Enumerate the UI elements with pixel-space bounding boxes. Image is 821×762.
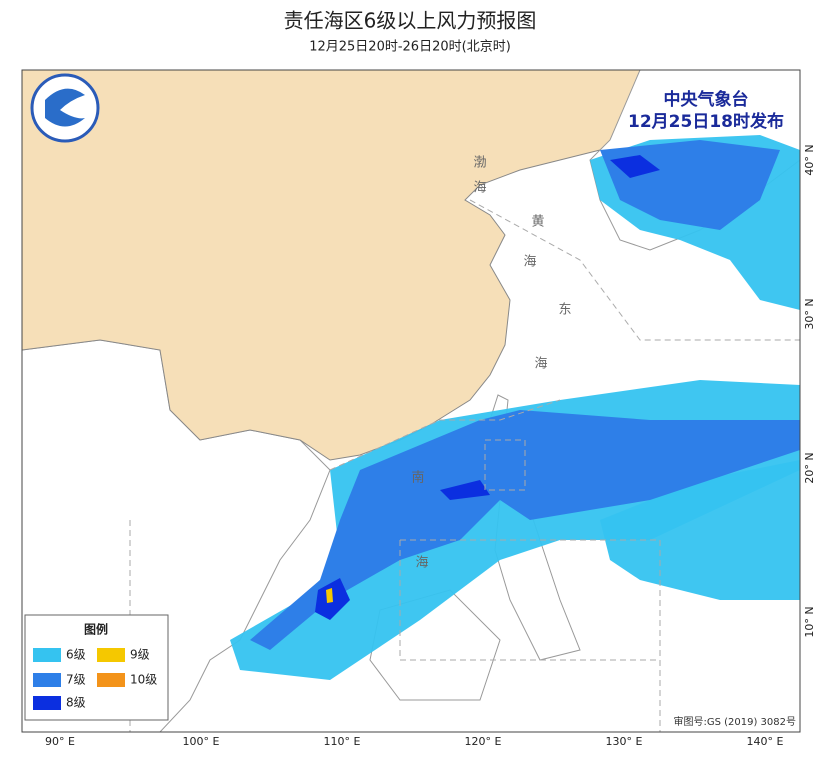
latitude-label: 30° N <box>803 298 816 329</box>
legend-swatch <box>33 673 61 687</box>
wind-area <box>600 460 800 600</box>
wind-area <box>610 155 660 178</box>
longitude-label: 110° E <box>324 735 361 748</box>
latitude-label: 20° N <box>803 452 816 483</box>
land-china <box>22 70 646 461</box>
legend-label: 7级 <box>66 673 86 687</box>
legend: 图例 6级 7级 8级 9级 10级 <box>24 614 169 721</box>
latitude-labels: 10° N 20° N 30° N 40° N <box>803 144 816 637</box>
longitude-label: 120° E <box>465 735 502 748</box>
legend-label: 8级 <box>66 696 86 710</box>
sea-label: 海 <box>523 255 536 270</box>
sea-label: 海 <box>415 556 428 571</box>
approval-number: 审图号:GS (2019) 3082号 <box>673 715 796 728</box>
wind-area <box>250 410 800 650</box>
sea-label: 南 <box>411 470 424 486</box>
latitude-label: 40° N <box>803 144 816 175</box>
legend-swatch <box>97 673 125 687</box>
map-frame <box>21 69 801 733</box>
legend-title: 图例 <box>84 622 108 637</box>
issuer-name: 中央气象台 <box>664 89 749 110</box>
issue-time: 12月25日18时发布 <box>628 111 784 132</box>
longitude-labels: 90° E 100° E 110° E 120° E 130° E 140° E <box>45 735 783 748</box>
map <box>22 70 800 732</box>
longitude-label: 100° E <box>183 735 220 748</box>
sea-label: 海 <box>534 357 547 372</box>
latitude-label: 10° N <box>803 606 816 637</box>
legend-swatch <box>33 696 61 710</box>
subtitle: 12月25日20时-26日20时(北京时) <box>309 40 511 55</box>
legend-label: 6级 <box>66 648 86 662</box>
legend-label: 10级 <box>130 673 157 687</box>
sea-label: 黄 <box>531 215 544 230</box>
wind-area <box>326 588 333 603</box>
legend-swatch <box>33 648 61 662</box>
title: 责任海区6级以上风力预报图 <box>284 9 537 33</box>
sea-label: 海 <box>473 181 486 196</box>
legend-label: 9级 <box>130 648 150 662</box>
wind-area <box>440 480 490 500</box>
longitude-label: 140° E <box>747 735 784 748</box>
longitude-label: 130° E <box>606 735 643 748</box>
logo <box>30 73 100 143</box>
legend-swatch <box>97 648 125 662</box>
sea-label: 东 <box>558 303 571 318</box>
longitude-label: 90° E <box>45 735 75 748</box>
sea-label: 渤 <box>473 155 486 171</box>
